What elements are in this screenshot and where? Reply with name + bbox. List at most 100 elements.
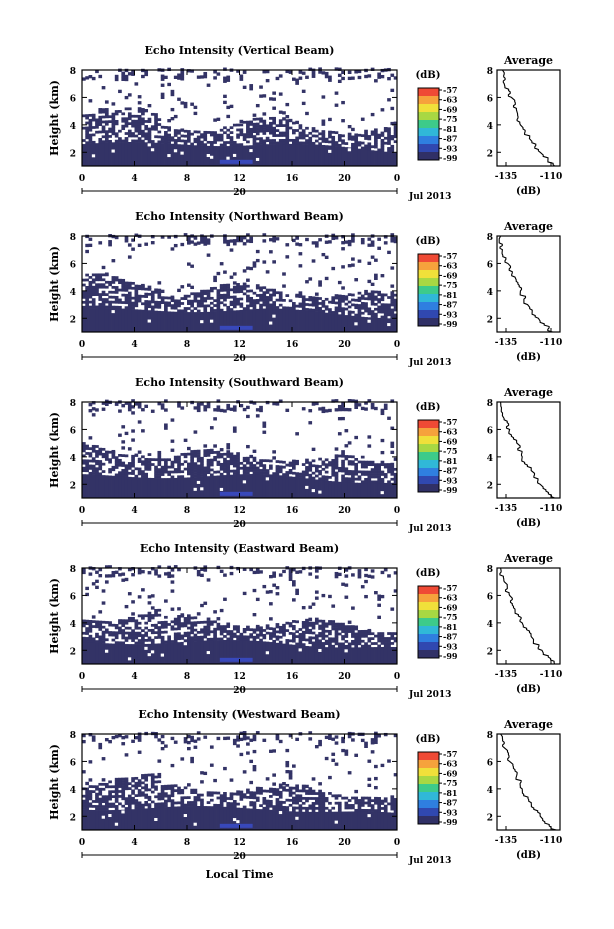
echo-cell	[131, 619, 135, 623]
echo-cell	[223, 630, 227, 633]
echo-cell	[124, 464, 129, 468]
echo-cell	[200, 297, 204, 300]
echo-cell	[318, 794, 322, 798]
echo-cell	[321, 119, 326, 123]
echo-cell	[98, 637, 103, 641]
echo-cell	[255, 127, 260, 131]
echo-cell	[147, 285, 152, 289]
echo-cell	[170, 568, 175, 572]
echo-cell	[203, 565, 208, 569]
echo-cell	[232, 474, 237, 498]
echo-cell	[249, 469, 254, 472]
echo-cell	[259, 303, 263, 307]
echo-cell	[341, 141, 345, 145]
echo-cell	[95, 635, 99, 639]
echo-cell	[393, 589, 398, 593]
echo-cell	[190, 791, 194, 794]
echo-cell	[196, 449, 201, 453]
echo-cell	[246, 444, 250, 449]
echo-cell	[311, 636, 316, 640]
echo-cell	[301, 811, 306, 830]
echo-cell	[255, 461, 260, 465]
echo-cell	[301, 606, 306, 610]
echo-cell	[393, 140, 398, 144]
echo-cell	[292, 464, 296, 468]
echo-cell	[318, 802, 322, 805]
echo-cell	[242, 282, 247, 286]
echo-cell	[246, 466, 250, 470]
echo-cell	[111, 112, 116, 116]
colorbar-tick-label: -63	[443, 261, 458, 271]
echo-cell	[101, 800, 106, 804]
echo-cell	[137, 621, 142, 625]
echo-cell	[341, 748, 345, 753]
echo-cell	[318, 644, 322, 648]
echo-cell	[170, 794, 175, 798]
echo-cell	[295, 806, 299, 810]
echo-cell	[236, 627, 240, 631]
echo-cell	[278, 131, 283, 135]
echo-cell	[200, 573, 204, 578]
echo-cell	[321, 462, 326, 466]
echo-cell	[308, 141, 313, 145]
echo-cell	[292, 801, 296, 805]
echo-cell	[278, 630, 283, 634]
echo-cell	[383, 475, 388, 479]
echo-cell	[380, 634, 385, 638]
echo-cell	[249, 289, 254, 293]
echo-cell	[324, 240, 329, 244]
echo-cell	[98, 305, 103, 309]
echo-cell	[137, 806, 142, 810]
echo-cell	[347, 462, 352, 466]
echo-cell	[124, 239, 129, 243]
echo-cell	[285, 476, 290, 498]
echo-cell	[314, 309, 319, 312]
echo-cell	[213, 632, 217, 636]
echo-cell	[114, 466, 119, 469]
echo-cell	[305, 237, 309, 242]
echo-cell	[121, 809, 126, 830]
echo-cell	[292, 121, 296, 125]
echo-cell	[213, 275, 217, 280]
echo-cell	[213, 806, 217, 830]
echo-cell	[173, 243, 178, 248]
echo-cell	[236, 452, 240, 455]
echo-cell	[196, 635, 201, 639]
echo-cell	[341, 100, 345, 105]
echo-cell	[206, 630, 211, 634]
echo-cell	[203, 304, 208, 308]
echo-cell	[383, 465, 388, 469]
echo-cell	[272, 632, 276, 636]
echo-cell	[318, 144, 322, 166]
colorbar-segment	[418, 760, 439, 769]
echo-cell	[357, 575, 362, 579]
echo-cell	[216, 622, 221, 626]
echo-cell	[308, 421, 313, 425]
echo-cell	[88, 295, 93, 299]
colorbar-segment	[418, 286, 439, 295]
colorbar-segment	[418, 792, 439, 801]
echo-cell	[200, 140, 204, 144]
echo-cell	[305, 631, 309, 634]
echo-cell	[101, 787, 106, 791]
echo-cell	[187, 299, 191, 303]
echo-cell	[229, 459, 234, 463]
profile-y-tick-label: 4	[487, 288, 493, 298]
echo-cell	[223, 635, 227, 638]
echo-cell	[232, 741, 237, 746]
echo-cell	[104, 455, 109, 459]
echo-cell	[150, 295, 155, 299]
echo-gap	[232, 818, 237, 822]
echo-cell	[180, 311, 185, 332]
echo-cell	[95, 785, 99, 789]
echo-cell	[206, 623, 211, 626]
echo-cell	[239, 635, 244, 639]
echo-cell	[141, 408, 145, 412]
echo-cell	[183, 803, 188, 807]
echo-cell	[134, 301, 139, 305]
echo-cell	[308, 636, 313, 640]
echo-cell	[295, 642, 299, 646]
echo-cell	[183, 624, 188, 628]
echo-cell	[154, 120, 158, 124]
echo-cell	[295, 737, 299, 742]
